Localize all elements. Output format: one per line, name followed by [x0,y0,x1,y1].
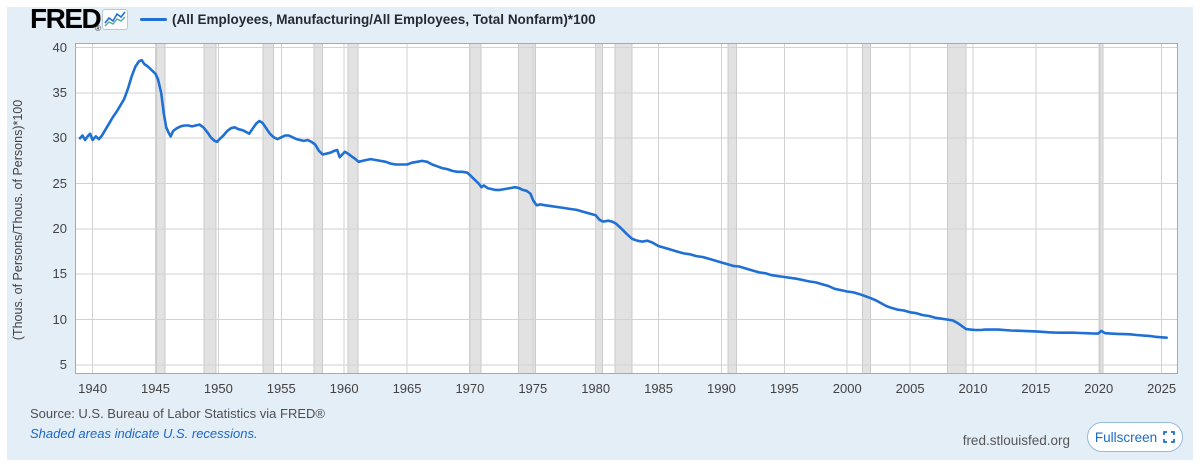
recession-band [469,43,481,374]
recession-band [615,43,632,374]
y-tick-label: 5 [59,356,67,372]
recession-band [518,43,536,374]
recession-band [262,43,274,374]
x-tick-label: 1955 [266,381,296,396]
y-tick-label: 20 [52,220,67,236]
legend-line-swatch [140,18,167,21]
registered-trademark: ® [95,24,101,33]
x-tick-label: 1985 [644,381,674,396]
fullscreen-expand-icon [1163,431,1175,443]
recession-band [156,43,165,374]
x-tick-label: 2020 [1084,381,1114,396]
y-tick-label: 10 [52,311,67,327]
source-text: Source: U.S. Bureau of Labor Statistics … [30,406,325,421]
fullscreen-button[interactable]: Fullscreen [1087,422,1183,452]
x-tick-label: 1995 [769,381,799,396]
series-line[interactable] [78,58,1168,339]
legend-series-label[interactable]: (All Employees, Manufacturing/All Employ… [172,12,596,27]
recession-band [947,43,967,374]
x-tick-label: 2025 [1147,381,1177,396]
y-tick-label: 30 [52,130,67,146]
recession-band [314,43,323,374]
fred-sparkline-icon [102,9,128,30]
recession-band [595,43,603,374]
site-url: fred.stlouisfed.org [962,433,1070,448]
fullscreen-label: Fullscreen [1094,429,1158,445]
x-tick-label: 2015 [1021,381,1051,396]
x-tick-label: 1950 [203,381,233,396]
x-tick-label: 1945 [141,381,170,396]
y-tick-label: 40 [52,39,67,55]
y-tick-label: 35 [52,84,67,100]
x-tick-label: 2010 [958,381,988,396]
x-tick-label: 2005 [895,381,925,396]
recession-band [347,43,359,374]
plot-area[interactable] [75,43,1178,374]
x-tick-label: 1965 [392,381,422,396]
fred-logo[interactable]: FRED [30,3,102,34]
plot-frame [75,43,1178,374]
recession-note: Shaded areas indicate U.S. recessions. [30,426,258,441]
y-tick-label: 25 [52,175,67,191]
x-tick-label: 2000 [832,381,862,396]
x-tick-label: 1990 [706,381,736,396]
x-tick-label: 1980 [581,381,611,396]
x-tick-label: 1960 [329,381,359,396]
recession-band [862,43,871,374]
recession-band [1099,43,1103,374]
x-tick-label: 1970 [455,381,485,396]
x-tick-label: 1940 [78,381,108,396]
recession-band [204,43,216,374]
y-tick-label: 15 [52,266,67,282]
recession-band [728,43,737,374]
x-tick-label: 1975 [518,381,548,396]
